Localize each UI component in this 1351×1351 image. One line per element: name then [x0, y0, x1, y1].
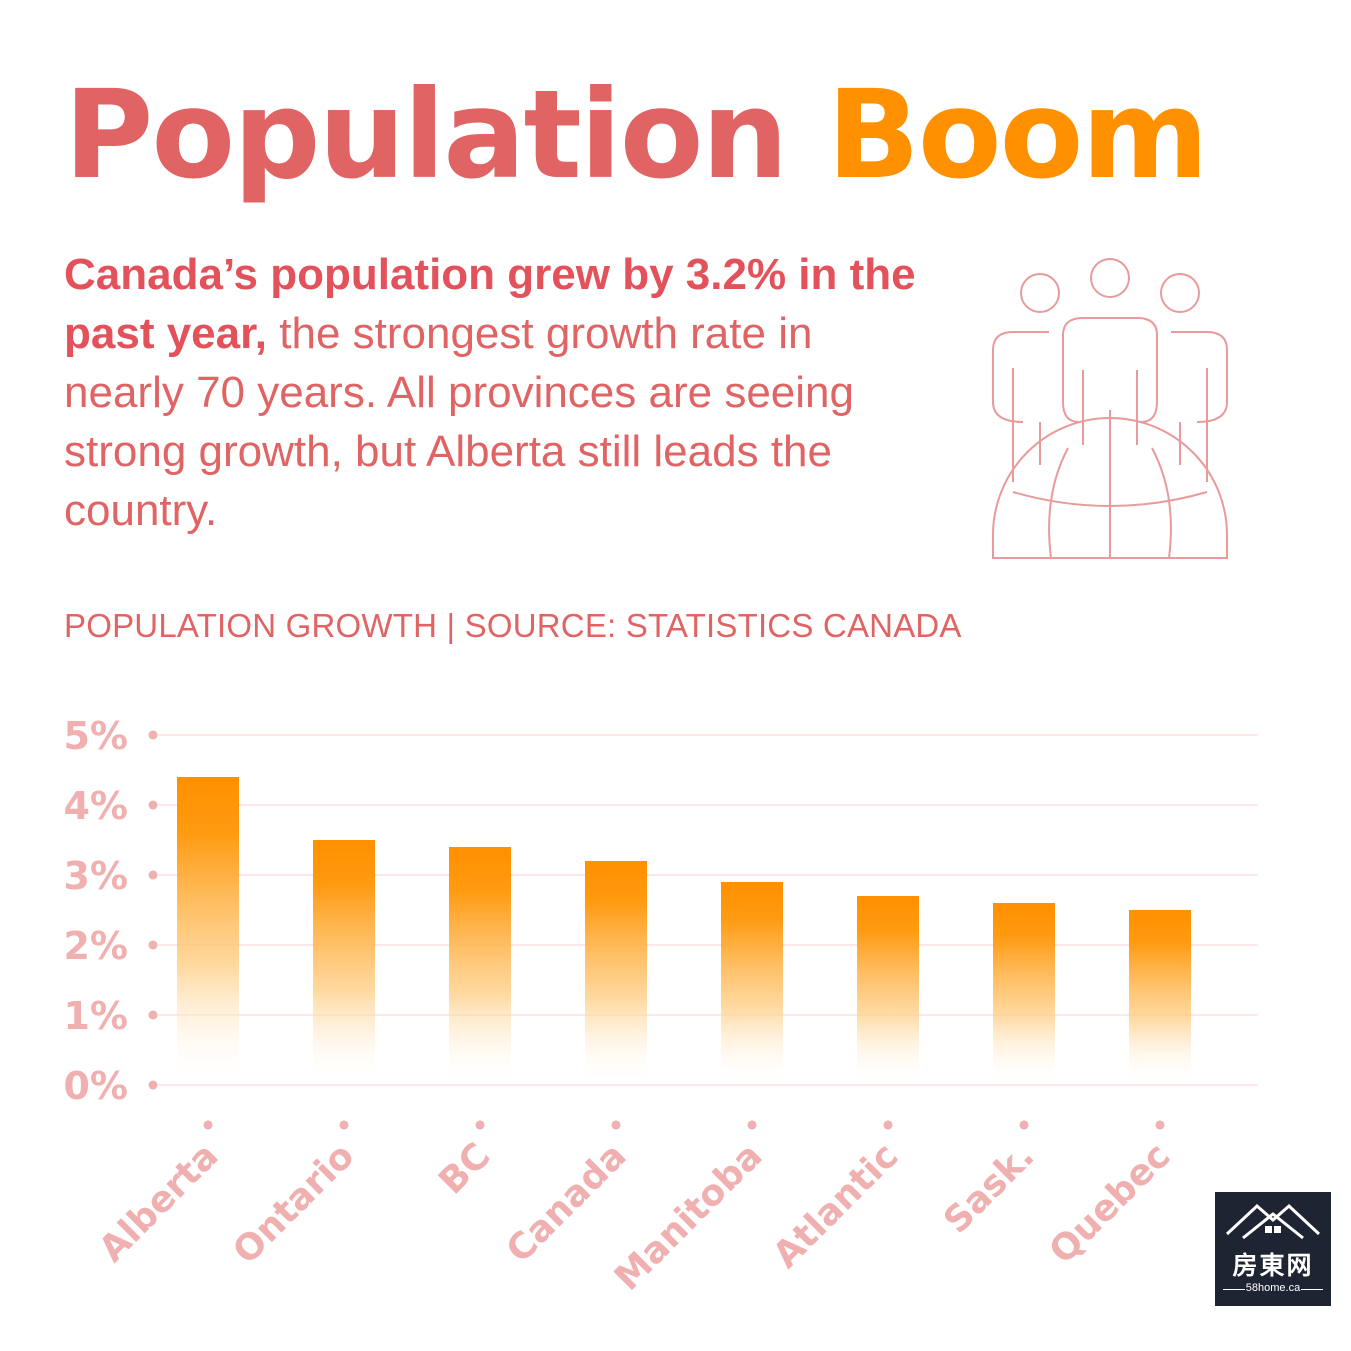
- y-tick-label: 5%: [63, 714, 128, 758]
- x-tick-label: Manitoba: [607, 1135, 770, 1298]
- x-tick-dot: [883, 1120, 893, 1130]
- x-tick-dot: [475, 1120, 485, 1130]
- x-tick-label: Atlantic: [765, 1135, 906, 1276]
- bar-bc: [449, 847, 511, 1085]
- bar-ontario: [313, 840, 375, 1085]
- x-tick-dot: [611, 1120, 621, 1130]
- x-tick-label: Quebec: [1042, 1135, 1179, 1272]
- bar-atlantic: [857, 896, 919, 1085]
- x-tick-dot: [747, 1120, 757, 1130]
- y-tick-label: 3%: [63, 854, 128, 898]
- brand-logo: 房東网 58home.ca: [1215, 1192, 1331, 1306]
- x-tick-label: BC: [431, 1135, 498, 1202]
- x-tick-dot: [339, 1120, 349, 1130]
- logo-url: 58home.ca: [1245, 1282, 1301, 1294]
- logo-rule-left: [1223, 1289, 1245, 1290]
- bar-alberta: [177, 777, 239, 1085]
- bar-canada: [585, 861, 647, 1085]
- y-tick-dot: [148, 870, 158, 880]
- y-tick-label: 0%: [63, 1064, 128, 1108]
- page-title: Population Boom: [64, 62, 1209, 208]
- x-tick-dot: [1019, 1120, 1029, 1130]
- intro-rest: the strongest growth rate in nearly 70 y…: [64, 309, 854, 535]
- people-globe-icon: [992, 258, 1228, 559]
- intro-bold: Canada’s population grew by 3.2% in the …: [64, 250, 916, 358]
- logo-rule-right: [1301, 1289, 1323, 1290]
- x-tick-label: Ontario: [225, 1135, 362, 1272]
- x-tick-label: Sask.: [936, 1135, 1042, 1241]
- source-line: POPULATION GROWTH | SOURCE: STATISTICS C…: [64, 607, 962, 644]
- y-tick-dot: [148, 730, 158, 740]
- y-tick-dot: [148, 800, 158, 810]
- bar-sask: [993, 903, 1055, 1085]
- x-tick-dot: [1155, 1120, 1165, 1130]
- y-tick-label: 2%: [63, 924, 128, 968]
- title-population: Population: [64, 64, 788, 206]
- y-tick-dot: [148, 1080, 158, 1090]
- bar-manitoba: [721, 882, 783, 1085]
- y-tick-label: 1%: [63, 994, 128, 1038]
- intro-paragraph: Canada’s population grew by 3.2% in the …: [64, 245, 924, 540]
- y-tick-dot: [148, 940, 158, 950]
- bar-quebec: [1129, 910, 1191, 1085]
- house-logo-icon: [1225, 1203, 1321, 1240]
- title-boom: Boom: [826, 64, 1209, 206]
- x-tick-dot: [203, 1120, 213, 1130]
- x-tick-label: Alberta: [92, 1135, 227, 1270]
- y-tick-label: 4%: [63, 784, 128, 828]
- logo-chinese-text: 房東网: [1232, 1251, 1314, 1280]
- x-tick-label: Canada: [499, 1135, 635, 1271]
- bar-chart: 0% 1% 2% 3% 4% 5% Alberta Ontario BC CanadaManito…: [63, 714, 1258, 1299]
- y-tick-dot: [148, 1010, 158, 1020]
